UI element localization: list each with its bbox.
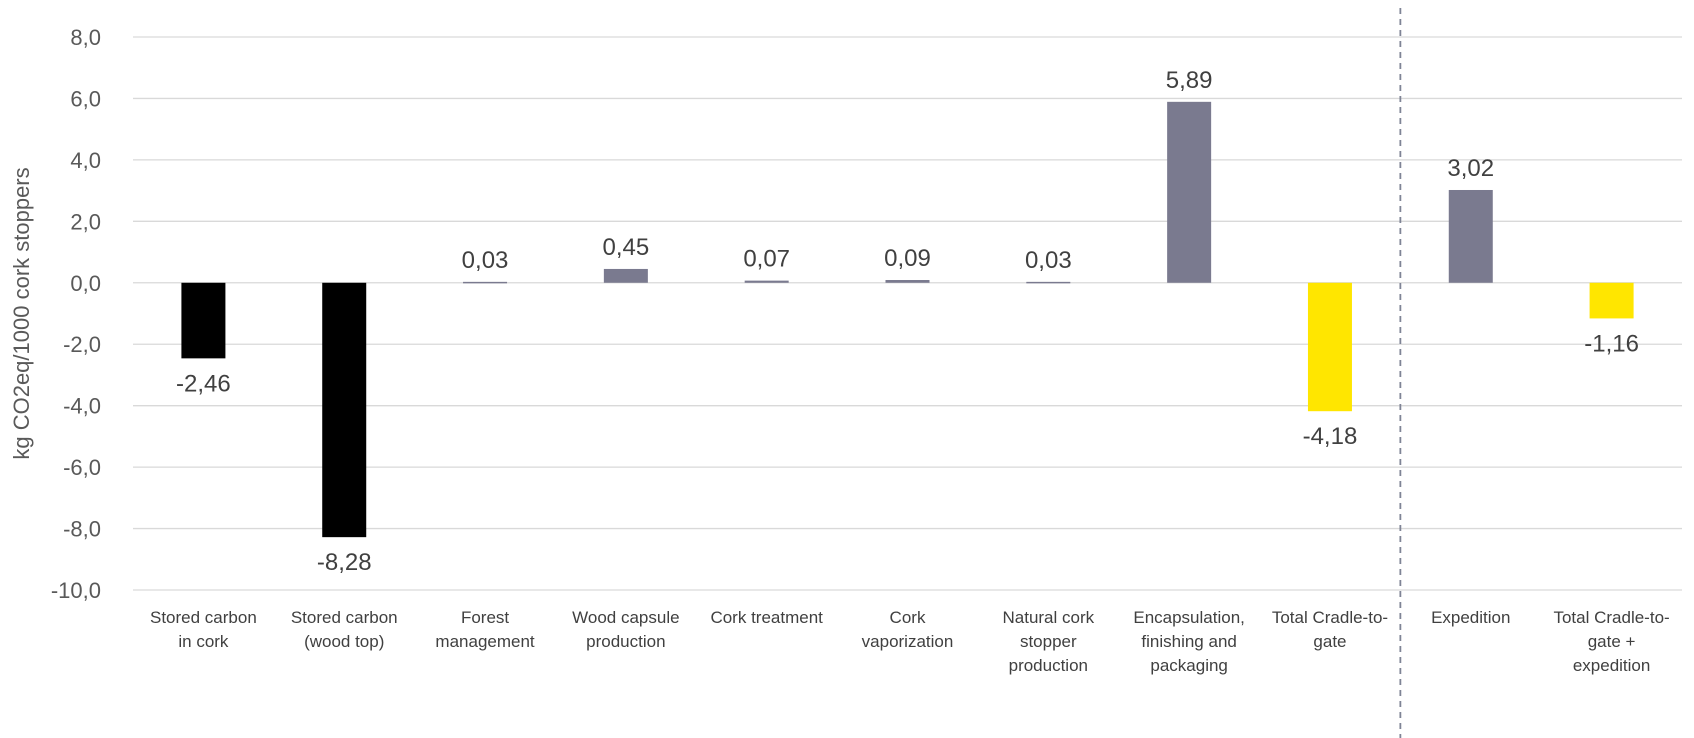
bar	[1307, 282, 1352, 412]
y-tick-label: 2,0	[70, 209, 101, 234]
category-label-line: (wood top)	[304, 632, 384, 651]
data-label: 0,45	[603, 234, 650, 261]
category-label-line: gate	[1313, 632, 1346, 651]
y-tick-label: 8,0	[70, 25, 101, 50]
data-label: 0,03	[1025, 247, 1072, 274]
category-label-line: in cork	[178, 632, 229, 651]
bar	[885, 280, 930, 283]
category-label-line: gate +	[1588, 632, 1636, 651]
category-label: Natural cork stopper production	[1002, 608, 1094, 675]
category-label-line: packaging	[1150, 656, 1228, 675]
category-label-line: expedition	[1573, 656, 1651, 675]
category-label: Cork treatment	[710, 608, 823, 627]
category-label-line: Stored carbon	[150, 608, 257, 627]
bar	[463, 281, 508, 284]
category-label-line: management	[435, 632, 535, 651]
category-label-line: finishing and	[1141, 632, 1236, 651]
data-label: -2,46	[176, 370, 231, 397]
category-label-line: Forest	[461, 608, 509, 627]
category-label: Total Cradle-to-gate + expedition	[1553, 608, 1669, 675]
y-tick-label: -8,0	[63, 517, 101, 542]
category-label-line: Cork	[890, 608, 926, 627]
category-label: Total Cradle-to-gate	[1272, 608, 1388, 651]
data-label: 0,07	[743, 246, 790, 273]
category-label: Wood capsule production	[572, 608, 679, 651]
y-tick-label: 6,0	[70, 86, 101, 111]
category-label-line: stopper	[1020, 632, 1077, 651]
category-label-line: Natural cork	[1002, 608, 1094, 627]
y-axis-ticks: 8,0 6,0 4,0 2,0 0,0 -2,0 -4,0 -6,0 -8,0 -10,0	[51, 25, 101, 603]
category-label: Forest management	[435, 608, 535, 651]
bar	[603, 268, 648, 283]
data-label: 3,02	[1447, 155, 1494, 182]
data-label: -4,18	[1303, 423, 1358, 450]
category-label-line: Total Cradle-to-	[1553, 608, 1669, 627]
y-tick-label: 0,0	[70, 271, 101, 296]
y-tick-label: -10,0	[51, 578, 101, 603]
category-label-line: Wood capsule	[572, 608, 679, 627]
bar	[181, 282, 226, 359]
bar	[322, 282, 367, 538]
data-label: 0,03	[462, 247, 509, 274]
bar	[1589, 282, 1634, 319]
data-label: -8,28	[317, 549, 372, 576]
data-label: 5,89	[1166, 67, 1213, 94]
category-label: Expedition	[1431, 608, 1510, 627]
category-label-line: Cork treatment	[710, 608, 823, 627]
category-label: Stored carbon in cork	[150, 608, 257, 651]
category-label-line: Expedition	[1431, 608, 1510, 627]
bar	[1167, 101, 1212, 283]
y-tick-label: -2,0	[63, 332, 101, 357]
y-tick-label: 4,0	[70, 148, 101, 173]
bar	[1448, 189, 1493, 283]
y-tick-label: -4,0	[63, 394, 101, 419]
category-label: Encapsulation, finishing and packaging	[1133, 608, 1245, 675]
category-label-line: vaporization	[862, 632, 954, 651]
bars	[181, 101, 1634, 538]
category-label-line: production	[586, 632, 665, 651]
category-label-line: Encapsulation,	[1133, 608, 1245, 627]
bar	[744, 280, 789, 283]
category-label-line: production	[1009, 656, 1088, 675]
data-label: -1,16	[1584, 330, 1639, 357]
bar	[1026, 281, 1071, 284]
data-label: 0,09	[884, 245, 931, 272]
category-label: Stored carbon (wood top)	[291, 608, 398, 651]
category-label-line: Total Cradle-to-	[1272, 608, 1388, 627]
category-label-line: Stored carbon	[291, 608, 398, 627]
category-label: Cork vaporization	[862, 608, 954, 651]
value-labels: -2,46 -8,28 0,03 0,45 0,07 0,09 0,03 5,89 -4,18 3…	[176, 67, 1639, 576]
category-labels: Stored carbon in cork Stored carbon (wood t…	[150, 608, 1670, 675]
y-axis-title: kg CO2eq/1000 cork stoppers	[9, 167, 34, 459]
y-tick-label: -6,0	[63, 455, 101, 480]
